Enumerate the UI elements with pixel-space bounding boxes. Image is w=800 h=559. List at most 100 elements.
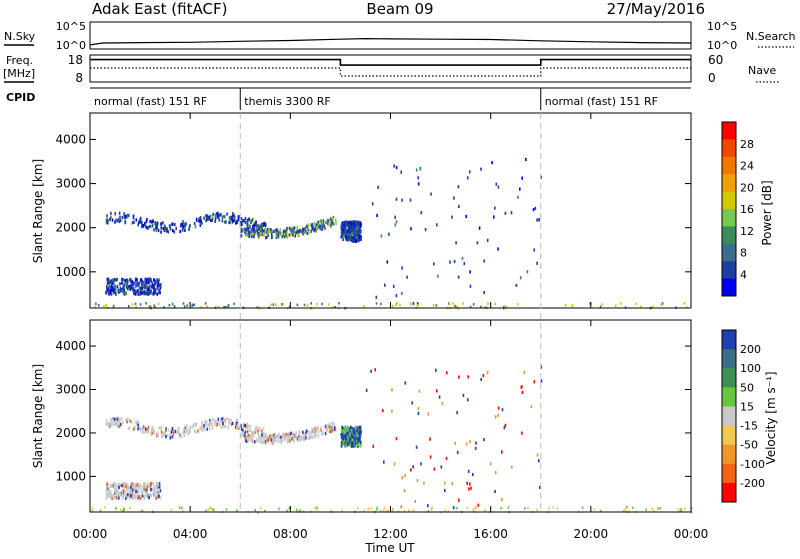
echo-cell [267,233,269,237]
echo-cell [314,226,317,230]
echo-cell [465,214,467,219]
echo-cell [320,431,323,435]
echo-cell [325,220,327,225]
freq-panel: Freq. [MHz] 18 8 60 0 Nave [3,53,780,85]
echo-cell [207,217,209,222]
echo-cell [589,302,592,305]
echo-cell [338,302,340,305]
echo-cell [133,487,135,492]
echo-cell [240,424,242,428]
echo-cell [195,423,198,427]
echo-cell [454,304,456,308]
echo-cell [129,278,131,282]
echo-cell [302,437,305,441]
echo-cell [217,417,220,421]
echo-cell [129,493,132,497]
echo-cell [341,435,343,439]
echo-cell [494,206,496,210]
echo-cell [124,491,126,495]
echo-cell [308,431,311,435]
echo-cell [255,223,257,227]
echo-cell [341,234,343,238]
echo-cell [321,227,323,231]
echo-cell [121,417,123,421]
echo-cell [165,229,168,233]
echo-cell [119,417,121,421]
echo-cell [326,428,329,432]
echo-cell [314,434,317,438]
echo-cell [177,429,179,434]
echo-cell [156,221,159,225]
echo-cell [139,303,142,306]
echo-cell [376,506,379,510]
echo-cell [116,277,118,282]
echo-cell [212,508,214,511]
echo-cell [285,432,288,437]
echo-cell [115,507,117,510]
echo-cell [160,430,163,434]
echo-cell [248,437,251,441]
echo-cell [521,385,523,389]
echo-cell [127,426,130,430]
echo-cell [352,238,355,242]
echo-cell [265,434,267,439]
echo-cell [330,221,333,225]
echo-cell [320,426,322,430]
echo-cell [147,305,150,308]
echo-cell [353,223,355,227]
echo-cell [111,218,114,222]
echo-cell [317,425,319,430]
echo-cell [258,435,260,439]
velocity-colorbar-swatch [722,444,736,465]
echo-cell [145,291,148,295]
echo-cell [282,302,284,306]
power-colorbar-swatch [722,156,736,175]
echo-cell [427,504,429,508]
echo-cell [424,228,427,232]
echo-cell [199,219,201,223]
echo-cell [119,219,122,223]
echo-cell [288,226,291,230]
echo-cell [106,221,109,225]
echo-cell [152,283,155,287]
echo-cell [356,428,358,433]
echo-cell [209,419,211,423]
echo-cell [343,439,345,443]
echo-cell [130,286,133,290]
echo-cell [126,495,129,499]
echo-cell [99,509,102,512]
echo-cell [200,219,202,223]
echo-cell [295,508,298,512]
echo-cell [625,505,628,509]
echo-cell [131,491,134,495]
echo-cell [263,221,266,225]
power-colorbar-tick: 20 [740,181,754,194]
echo-cell [151,425,154,429]
cpid-panel: CPID normal (fast) 151 RF themis 3300 RF n… [6,87,691,110]
echo-cell [247,226,250,231]
echo-cell [150,291,153,295]
echo-cell [114,422,116,426]
echo-cell [283,437,286,441]
echo-cell [140,488,143,492]
echo-cell [462,393,465,397]
echo-cell [168,224,171,228]
echo-cell [351,438,353,442]
echo-cell [119,493,122,497]
echo-cell [118,482,120,486]
echo-cell [241,222,243,227]
echo-cell [270,232,273,236]
echo-cell [354,427,357,432]
velocity-colorbar-tick: -200 [740,477,765,490]
echo-cell [516,302,519,306]
echo-cell [106,484,109,488]
echo-cell [183,305,186,308]
velocity-colorbar-swatch [722,463,736,484]
echo-cell [165,227,167,231]
echo-cell [286,509,288,512]
echo-cell [298,437,300,441]
echo-cell [505,306,508,309]
echo-cell [395,294,398,298]
echo-cell [119,289,122,293]
echo-cell [155,493,158,498]
